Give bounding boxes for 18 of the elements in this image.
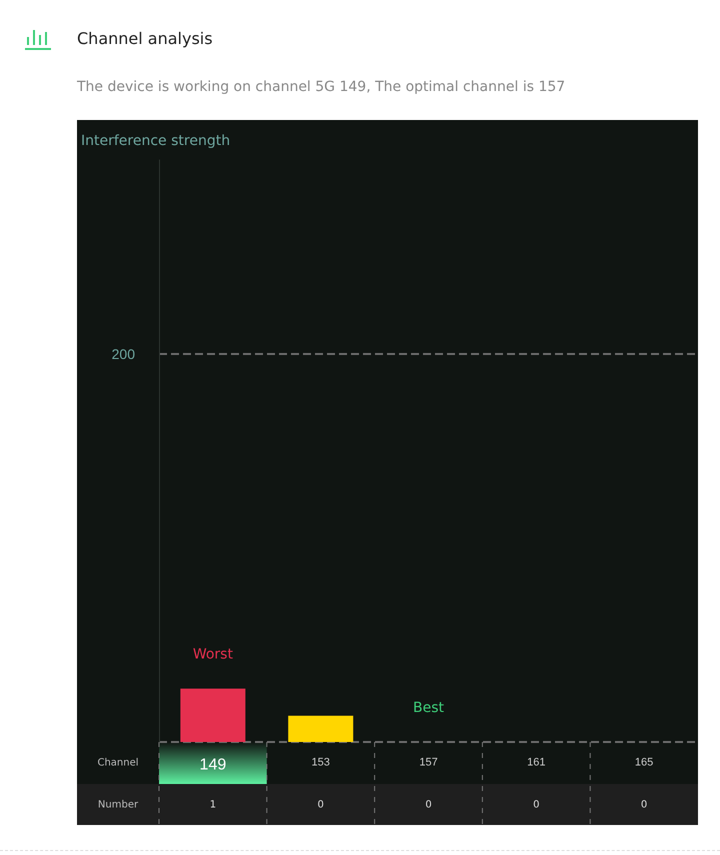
- x-tick-label: 153: [312, 756, 330, 768]
- x-tick-label: 161: [527, 756, 546, 768]
- text: Interference strength: [81, 133, 230, 149]
- annotation: Best: [412, 700, 445, 716]
- chart-title: Channel analysis: [77, 29, 213, 48]
- text: 0: [533, 800, 540, 810]
- x-tick-label: 157: [419, 756, 438, 768]
- chart-subtitle: The device is working on channel 5G 149, The optimal channel is 157: [77, 79, 566, 95]
- x-tick-label: 165: [634, 756, 654, 768]
- text: 0: [318, 800, 324, 810]
- annotation: Worst: [192, 646, 234, 663]
- y-tick-label: 200: [112, 346, 136, 362]
- text: 1: [210, 800, 216, 810]
- x-tick-label: 149: [200, 756, 226, 774]
- x-axis-title: Channel: [97, 758, 139, 768]
- text: Number: [98, 800, 139, 810]
- text: 0: [425, 800, 432, 810]
- text: 0: [640, 800, 648, 810]
